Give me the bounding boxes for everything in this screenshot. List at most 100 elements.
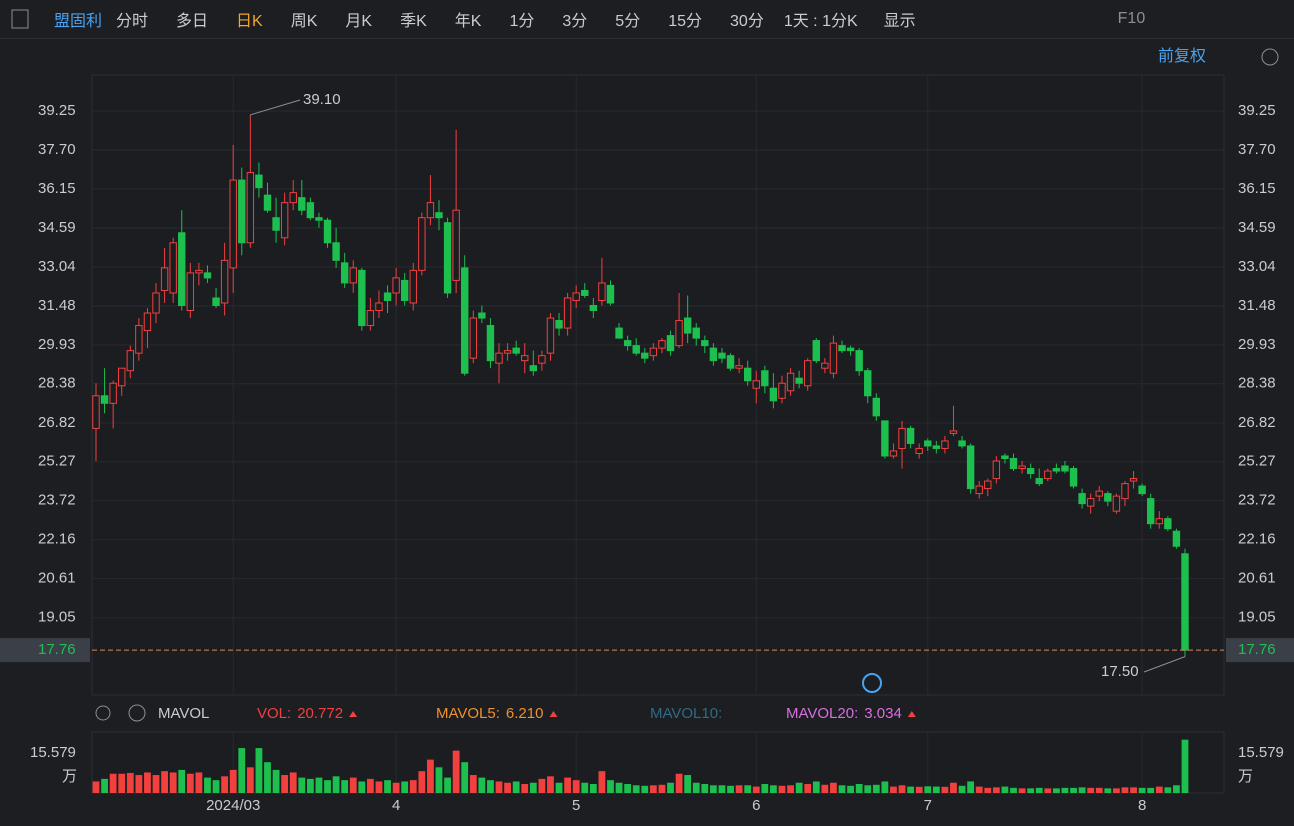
candle-body <box>203 272 212 279</box>
volume-bar <box>727 785 734 793</box>
period-tab[interactable]: 3分 <box>562 13 588 30</box>
candle-body <box>195 269 203 274</box>
candle-body <box>709 347 718 362</box>
candle-body <box>1112 495 1121 512</box>
volume-bar <box>881 781 889 793</box>
period-tab[interactable]: 5分 <box>615 13 641 30</box>
candle-body <box>512 347 520 354</box>
volume-bar <box>607 780 614 793</box>
volume-bar <box>598 771 606 793</box>
y-tick-label: 25.27 <box>38 453 76 470</box>
price-panel <box>91 74 1225 696</box>
volume-bar <box>864 785 872 793</box>
candle-body <box>538 355 546 364</box>
candle-body <box>924 440 932 447</box>
event-icon[interactable] <box>862 673 882 693</box>
indicator-name: MAVOL5: <box>436 705 500 722</box>
volume-bar <box>692 782 700 793</box>
candle-body <box>872 397 881 417</box>
candle-body <box>358 269 366 327</box>
candle-body <box>881 420 889 457</box>
volume-bar <box>744 785 752 793</box>
stock-name[interactable]: 盟固利 <box>54 13 103 30</box>
volume-bar <box>332 776 340 793</box>
volume-bar <box>1147 787 1155 793</box>
candle-body <box>452 209 460 281</box>
candle-body <box>383 292 392 301</box>
period-tab[interactable]: 日K <box>236 13 263 30</box>
volume-bar <box>1035 787 1043 793</box>
candle-body <box>1009 457 1018 470</box>
period-tab[interactable]: 1分 <box>509 13 535 30</box>
settings-icon[interactable] <box>95 705 111 721</box>
volume-bar <box>915 786 923 793</box>
candle-body <box>606 284 615 304</box>
volume-bar <box>478 777 486 793</box>
period-tab[interactable]: 月K <box>345 13 373 30</box>
candle-body <box>1069 468 1078 487</box>
candle-body <box>135 325 143 354</box>
volume-bar <box>255 748 263 793</box>
close-icon[interactable] <box>128 704 146 722</box>
candle-body <box>1086 498 1095 507</box>
candle-body <box>812 340 820 362</box>
candle-body <box>889 450 898 457</box>
candle-body <box>932 445 941 449</box>
volume-bar <box>375 781 383 793</box>
y-tick-label: 29.93 <box>38 336 76 353</box>
zoom-out[interactable] <box>1261 48 1279 66</box>
up-arrow <box>549 711 558 717</box>
volume-bar <box>169 772 177 793</box>
low-label: 17.50 <box>1101 663 1139 680</box>
volume-bar <box>204 777 211 793</box>
display[interactable]: 显示 <box>883 13 916 30</box>
period-tab[interactable]: 周K <box>290 13 318 30</box>
period-tab[interactable]: 年K <box>454 13 482 30</box>
volume-bar <box>958 785 966 793</box>
f10[interactable]: F10 <box>1117 10 1146 27</box>
volume-bar <box>341 780 349 793</box>
adjust-mode[interactable]: 前复权 <box>1158 47 1206 65</box>
candle-body <box>366 310 375 327</box>
candle-body <box>846 347 855 352</box>
volume-bar <box>1001 786 1009 793</box>
candle-body <box>169 242 177 294</box>
y-tick-label: 37.70 <box>1238 141 1276 158</box>
candle-body <box>1164 518 1172 530</box>
candle-body <box>1044 470 1052 480</box>
y-tick-label: 22.16 <box>38 531 76 548</box>
volume-bar <box>229 769 237 793</box>
candle-body <box>804 360 812 387</box>
candle-body <box>220 259 229 304</box>
volume-bar <box>504 782 511 793</box>
candle-body <box>461 267 469 374</box>
candle-body <box>598 282 606 301</box>
indicator-name[interactable]: MAVOL <box>158 705 209 722</box>
y-tick-label: 33.04 <box>38 258 76 275</box>
volume-bar <box>675 773 683 793</box>
volume-bar <box>126 772 134 793</box>
volume-bar <box>821 784 829 793</box>
volume-bar <box>427 759 434 793</box>
candle-body <box>1104 493 1112 502</box>
volume-bar <box>529 782 537 793</box>
candle-body <box>701 340 709 347</box>
candle-body <box>1155 518 1163 525</box>
sidebar-icon[interactable] <box>11 9 29 29</box>
x-tick-label: 8 <box>1138 797 1146 814</box>
volume-bar <box>992 787 1000 793</box>
period-tab[interactable]: 15分 <box>668 13 703 30</box>
y-tick-label: 29.93 <box>1238 336 1276 353</box>
period[interactable]: 1天 : 1分K <box>783 13 858 30</box>
volume-bar <box>487 780 494 793</box>
candle-body <box>315 217 323 221</box>
candle-body <box>898 427 906 449</box>
candle-body <box>443 222 452 294</box>
period-tab[interactable]: 分时 <box>116 13 149 30</box>
period-tab[interactable]: 多日 <box>176 13 209 30</box>
volume-bar <box>787 785 794 793</box>
period-tab[interactable]: 季K <box>400 13 427 30</box>
period-tab[interactable]: 30分 <box>730 13 764 30</box>
y-tick-label: 25.27 <box>1238 453 1276 470</box>
